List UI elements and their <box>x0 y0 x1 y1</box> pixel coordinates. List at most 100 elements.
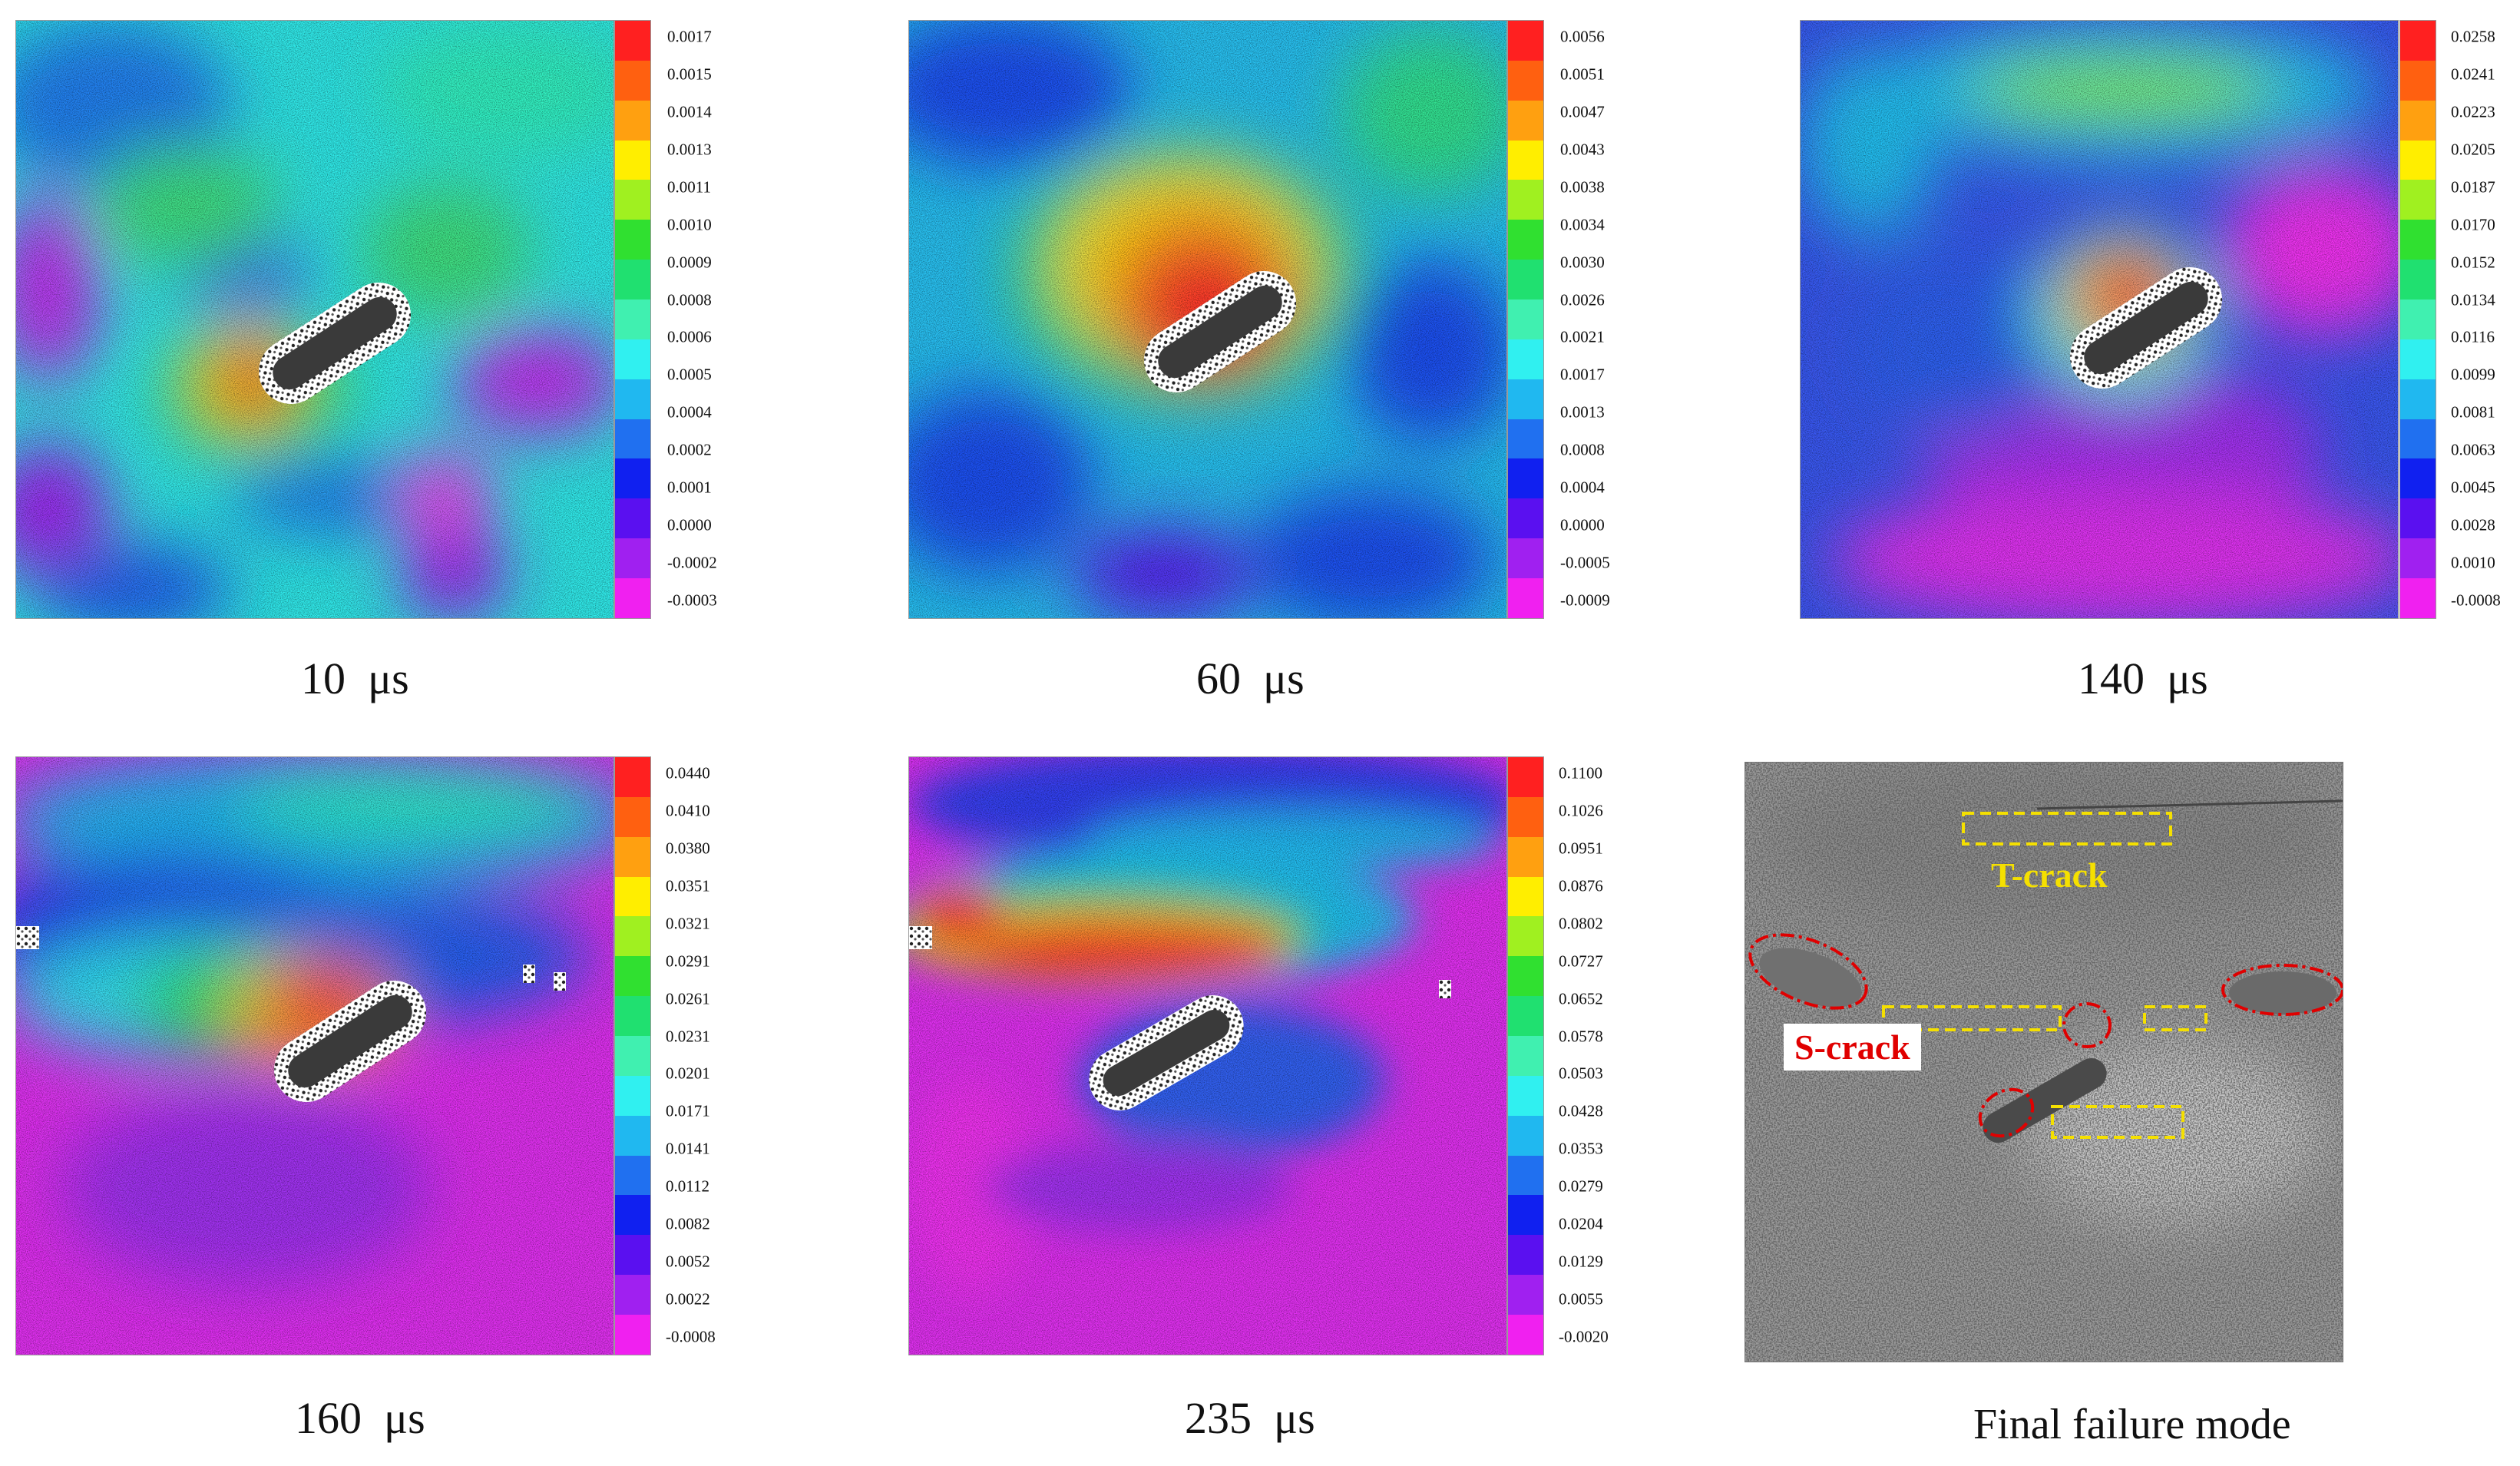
scale-tick-label: -0.0020 <box>1559 1327 1609 1346</box>
scale-tick-label: 0.0351 <box>666 876 710 895</box>
caption-10us: 10 μs <box>301 654 409 703</box>
scale-tick-label: 0.0321 <box>666 914 710 933</box>
scale-tick-label: 0.0503 <box>1559 1064 1603 1083</box>
scale-segment <box>615 1075 650 1116</box>
caption-160us: 160 μs <box>295 1393 425 1443</box>
scale-tick-label: 0.0010 <box>2451 553 2495 572</box>
scale-tick-label: 0.0056 <box>1560 27 1605 46</box>
scale-tick-label: 0.0231 <box>666 1027 710 1046</box>
caption-60us: 60 μs <box>1196 654 1305 703</box>
strain-map-235us <box>908 756 1507 1355</box>
scale-segment <box>615 180 650 220</box>
scale-tick-label: 0.0013 <box>1560 402 1605 422</box>
scale-tick-label: 0.0428 <box>1559 1101 1603 1120</box>
scale-tick-label: 0.0030 <box>1560 253 1605 272</box>
color-scale-140us <box>2399 20 2436 619</box>
scale-tick-label: 0.0004 <box>1560 478 1605 497</box>
scale-segment <box>1508 1036 1543 1076</box>
scale-tick-label: 0.0052 <box>666 1252 710 1271</box>
strain-map-60us <box>908 20 1507 619</box>
scale-segment <box>1508 996 1543 1037</box>
scale-segment <box>1508 1115 1543 1156</box>
scale-segment <box>1508 757 1543 797</box>
scale-tick-label: 0.0876 <box>1559 876 1603 895</box>
scale-segment <box>1508 379 1543 419</box>
scale-segment <box>615 538 650 579</box>
scale-segment <box>615 578 650 618</box>
scale-tick-label: 0.0026 <box>1560 290 1605 309</box>
scale-tick-label: -0.0008 <box>2451 591 2501 610</box>
scale-tick-label: 0.0008 <box>667 290 712 309</box>
scale-segment <box>1508 956 1543 997</box>
scale-segment <box>2400 220 2436 260</box>
scale-tick-label: 0.1026 <box>1559 801 1603 820</box>
scale-tick-label: 0.0006 <box>667 327 712 346</box>
scale-segment <box>615 1275 650 1315</box>
scale-tick-label: 0.0802 <box>1559 914 1603 933</box>
scale-tick-label: 0.0951 <box>1559 839 1603 858</box>
scale-tick-label: 0.0727 <box>1559 951 1603 971</box>
scale-tick-label: 0.0017 <box>1560 365 1605 384</box>
scale-segment <box>615 21 650 61</box>
t-crack-label: T-crack <box>1991 855 2108 895</box>
scale-tick-label: 0.0013 <box>667 140 712 159</box>
scale-tick-label: 0.0129 <box>1559 1252 1603 1271</box>
scale-segment <box>1508 1195 1543 1236</box>
strain-map-10us <box>15 20 614 619</box>
scale-segment <box>615 458 650 499</box>
scale-tick-label: 0.0000 <box>667 515 712 534</box>
scale-tick-label: -0.0008 <box>666 1327 716 1346</box>
scale-segment <box>1508 876 1543 917</box>
scale-segment <box>2400 379 2436 419</box>
scale-tick-label: -0.0009 <box>1560 591 1610 610</box>
scale-tick-label: -0.0002 <box>667 553 717 572</box>
scale-segment <box>2400 458 2436 499</box>
scale-segment <box>2400 100 2436 141</box>
scale-segment <box>2400 140 2436 180</box>
s-crack-label: S-crack <box>1784 1024 1921 1071</box>
scale-tick-label: 0.0021 <box>1560 327 1605 346</box>
scale-segment <box>615 419 650 459</box>
scale-segment <box>2400 180 2436 220</box>
scale-tick-label: 0.0063 <box>2451 440 2495 459</box>
scale-segment <box>1508 220 1543 260</box>
scale-segment <box>1508 60 1543 101</box>
color-scale-235us <box>1507 756 1544 1355</box>
scale-segment <box>615 498 650 539</box>
scale-segment <box>615 1115 650 1156</box>
strain-map-140us <box>1800 20 2399 619</box>
scale-tick-label: 0.0205 <box>2451 140 2495 159</box>
scale-ticks-140us: 0.0258 0.0241 0.0223 0.0205 0.0187 0.0170 0.01… <box>2451 20 2520 619</box>
scale-segment <box>2400 498 2436 539</box>
scale-tick-label: 0.0014 <box>667 102 712 121</box>
scale-segment <box>615 379 650 419</box>
t-crack-markers <box>1882 812 2207 1139</box>
final-failure-photo: T-crack S-crack <box>1744 762 2343 1362</box>
scale-segment <box>1508 21 1543 61</box>
scale-segment <box>1508 100 1543 141</box>
scale-segment <box>1508 1275 1543 1315</box>
scale-segment <box>1508 796 1543 837</box>
scale-tick-label: 0.0380 <box>666 839 710 858</box>
scale-tick-label: 0.0038 <box>1560 177 1605 197</box>
scale-tick-label: 0.0017 <box>667 27 712 46</box>
scale-segment <box>615 260 650 300</box>
scale-segment <box>2400 21 2436 61</box>
scale-tick-label: 0.0010 <box>667 215 712 234</box>
scale-tick-label: 0.0170 <box>2451 215 2495 234</box>
scale-tick-label: 0.0047 <box>1560 102 1605 121</box>
scale-tick-label: 0.0578 <box>1559 1027 1603 1046</box>
scale-tick-label: 0.0002 <box>667 440 712 459</box>
scale-segment <box>1508 180 1543 220</box>
scale-tick-label: 0.1100 <box>1559 763 1602 783</box>
scale-segment <box>1508 578 1543 618</box>
scale-segment <box>1508 458 1543 499</box>
scale-tick-label: 0.0001 <box>667 478 712 497</box>
scale-segment <box>2400 339 2436 379</box>
scale-segment <box>2400 419 2436 459</box>
scale-segment <box>615 299 650 339</box>
caption-235us: 235 μs <box>1185 1393 1315 1443</box>
color-scale-60us <box>1507 20 1544 619</box>
scale-segment <box>615 339 650 379</box>
scale-tick-label: 0.0011 <box>667 177 711 197</box>
